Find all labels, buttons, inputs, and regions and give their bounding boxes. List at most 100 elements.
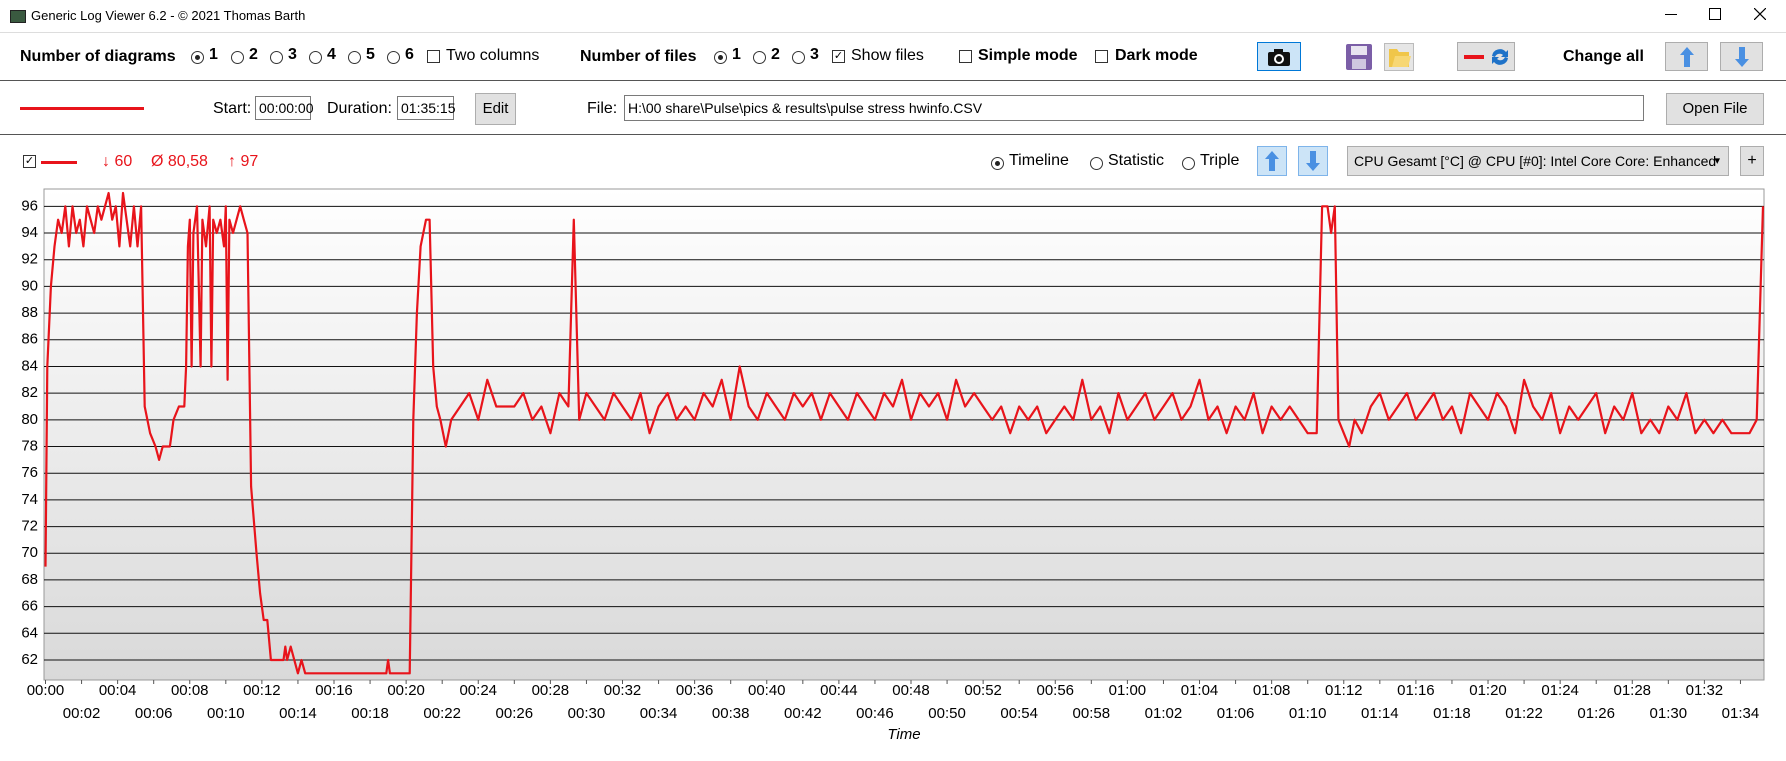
y-tick-label: 70 [21, 544, 38, 561]
radio-label[interactable]: 1 [209, 46, 218, 63]
x-tick-label: 00:56 [1036, 682, 1074, 699]
radio-label[interactable]: 3 [288, 46, 297, 63]
y-tick-label: 64 [21, 624, 38, 641]
y-tick-label: 88 [21, 304, 38, 321]
series-color [41, 161, 77, 164]
x-tick-label: 00:24 [459, 682, 497, 699]
show-files-label[interactable]: Show files [851, 47, 924, 64]
x-tick-label: 01:20 [1469, 682, 1507, 699]
dark-mode-label[interactable]: Dark mode [1115, 47, 1198, 64]
x-tick-label: 01:12 [1325, 682, 1363, 699]
radio-label[interactable]: 2 [249, 46, 258, 63]
x-tick-label: 01:16 [1397, 682, 1435, 699]
checkbox[interactable] [427, 50, 440, 63]
min-value: ↓ 60 [102, 153, 133, 170]
x-tick-label: 01:22 [1505, 705, 1543, 722]
checkbox[interactable]: ✓ [832, 50, 845, 63]
radio[interactable] [191, 51, 204, 64]
radio[interactable] [1182, 157, 1195, 170]
y-tick-label: 74 [21, 491, 38, 508]
edit-button[interactable]: Edit [475, 93, 516, 125]
close[interactable] [1754, 8, 1766, 20]
x-tick-label: 00:04 [99, 682, 137, 699]
radio[interactable] [991, 157, 1004, 170]
color-refresh-button[interactable] [1457, 42, 1515, 71]
file-input[interactable]: H:\00 share\Pulse\pics & results\pulse s… [624, 95, 1644, 121]
radio[interactable] [348, 51, 361, 64]
x-tick-label: 01:26 [1577, 705, 1615, 722]
radio[interactable] [309, 51, 322, 64]
x-tick-label: 00:12 [243, 682, 281, 699]
y-tick-label: 72 [21, 518, 38, 535]
chart-up-button[interactable] [1257, 146, 1287, 176]
checkbox[interactable]: ✓ [23, 155, 36, 168]
sensor-text: CPU Gesamt [°C] @ CPU [#0]: Intel Core C… [1354, 153, 1717, 169]
x-tick-label: 00:20 [387, 682, 425, 699]
two-columns-label[interactable]: Two columns [446, 47, 540, 64]
max-value: ↑ 97 [228, 153, 259, 170]
y-tick-label: 86 [21, 331, 38, 348]
x-tick-label: 00:02 [63, 705, 101, 722]
data-line [44, 191, 1765, 675]
save-icon[interactable] [1345, 43, 1373, 71]
x-tick-label: 01:00 [1109, 682, 1147, 699]
checkbox[interactable] [959, 50, 972, 63]
maximize[interactable] [1709, 8, 1721, 20]
x-tick-label: 01:28 [1613, 682, 1651, 699]
radio-label[interactable]: Statistic [1108, 152, 1165, 169]
app-icon [10, 10, 26, 23]
minimize[interactable] [1665, 14, 1677, 15]
x-tick-label: 01:02 [1145, 705, 1183, 722]
radio[interactable] [270, 51, 283, 64]
sensor-dropdown[interactable]: CPU Gesamt [°C] @ CPU [#0]: Intel Core C… [1347, 146, 1729, 176]
radio[interactable] [1090, 157, 1103, 170]
add-button[interactable]: + [1740, 146, 1764, 176]
x-tick-label: 00:58 [1073, 705, 1111, 722]
radio-label[interactable]: 2 [771, 46, 780, 63]
start-input[interactable]: 00:00:00 [255, 96, 314, 120]
x-tick-label: 01:04 [1181, 682, 1219, 699]
x-tick-label: 00:26 [496, 705, 534, 722]
file-label: File: [587, 100, 618, 117]
move-down-button[interactable] [1720, 42, 1763, 71]
radio-label[interactable]: 3 [810, 46, 819, 63]
x-tick-label: 00:38 [712, 705, 750, 722]
x-axis-title: Time [887, 726, 920, 743]
x-tick-label: 01:32 [1686, 682, 1724, 699]
radio[interactable] [231, 51, 244, 64]
x-tick-label: 01:24 [1541, 682, 1579, 699]
screenshot-button[interactable] [1257, 42, 1301, 71]
folder-icon[interactable] [1384, 43, 1414, 71]
y-tick-label: 82 [21, 384, 38, 401]
x-tick-label: 00:18 [351, 705, 389, 722]
radio[interactable] [792, 51, 805, 64]
y-tick-label: 94 [21, 224, 38, 241]
radio[interactable] [753, 51, 766, 64]
radio-label[interactable]: Triple [1200, 152, 1240, 169]
x-tick-label: 00:54 [1000, 705, 1038, 722]
diagrams-label: Number of diagrams [20, 48, 176, 65]
x-tick-label: 00:42 [784, 705, 822, 722]
radio-label[interactable]: 6 [405, 46, 414, 63]
move-up-button[interactable] [1665, 42, 1708, 71]
radio-label[interactable]: 4 [327, 46, 336, 63]
series-color[interactable] [20, 107, 144, 110]
radio[interactable] [714, 51, 727, 64]
chart-down-button[interactable] [1298, 146, 1328, 176]
checkbox[interactable] [1095, 50, 1108, 63]
radio[interactable] [387, 51, 400, 64]
x-tick-label: 00:44 [820, 682, 858, 699]
y-tick-label: 90 [21, 277, 38, 294]
duration-input[interactable]: 01:35:15 [397, 96, 456, 120]
y-tick-label: 84 [21, 357, 38, 374]
radio-label[interactable]: 5 [366, 46, 375, 63]
open-file-button[interactable]: Open File [1666, 93, 1764, 125]
radio-label[interactable]: Timeline [1009, 152, 1069, 169]
y-tick-label: 78 [21, 437, 38, 454]
simple-mode-label[interactable]: Simple mode [978, 47, 1078, 64]
x-tick-label: 00:46 [856, 705, 894, 722]
y-tick-label: 62 [21, 651, 38, 668]
radio-label[interactable]: 1 [732, 46, 741, 63]
x-tick-label: 00:48 [892, 682, 930, 699]
